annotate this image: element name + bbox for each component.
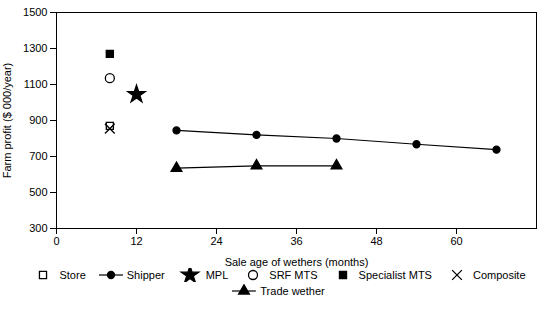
svg-text:1300: 1300 [23,42,47,54]
svg-text:48: 48 [370,235,382,247]
html-text:MPL: MPL [205,269,229,281]
html-text:SRF MTS: SRF MTS [269,269,318,281]
svg-text:12: 12 [130,235,142,247]
svg-text:700: 700 [29,150,47,162]
html-text:Specialist MTS: Specialist MTS [358,269,432,281]
svg-text:500: 500 [29,186,47,198]
svg-text:60: 60 [450,235,462,247]
svg-text:300: 300 [29,222,47,234]
svg-text:Farm profit ($ 000/year): Farm profit ($ 000/year) [1,63,13,179]
svg-text:36: 36 [290,235,302,247]
svg-text:900: 900 [29,114,47,126]
svg-text:Sale age of wethers (months): Sale age of wethers (months) [225,256,369,268]
html-text:Composite: Composite [473,269,526,281]
html-text:Shipper: Shipper [126,269,165,281]
html-text:Store: Store [59,269,86,281]
svg-text:24: 24 [210,235,222,247]
svg-text:1100: 1100 [24,78,48,90]
svg-text:1500: 1500 [23,6,47,18]
html-text:Trade wether: Trade wether [260,285,325,297]
svg-text:0: 0 [53,235,59,247]
